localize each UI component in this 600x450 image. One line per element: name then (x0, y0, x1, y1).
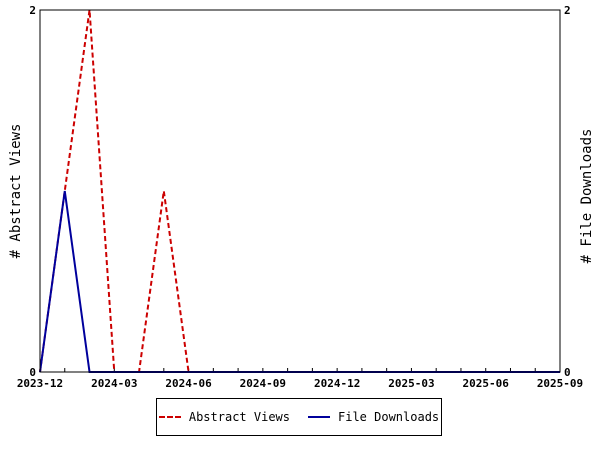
legend-item-abstract-views: Abstract Views (158, 410, 290, 424)
y-tick-label-right: 0 (564, 366, 571, 379)
y-tick-label-left: 0 (29, 366, 36, 379)
plot-frame (39, 9, 561, 373)
legend-swatch-file-downloads (308, 416, 330, 418)
x-tick-label: 2024-12 (314, 377, 360, 390)
x-tick-label: 2024-03 (91, 377, 137, 390)
x-tick-label: 2025-06 (463, 377, 510, 390)
legend: Abstract Views File Downloads (156, 398, 442, 436)
y-axis-title-right: # File Downloads (579, 129, 595, 264)
labels-layer: 2023-12 2024-03 2024-06 2024-09 2024-12 2025-… (17, 4, 583, 390)
x-tick-label: 2023-12 (17, 377, 63, 390)
x-tick-label: 2025-09 (537, 377, 583, 390)
legend-swatch-abstract-views (158, 416, 181, 418)
y-tick-label-right: 2 (564, 4, 571, 17)
x-tick-label: 2024-09 (240, 377, 286, 390)
series-line-file-downloads (39, 190, 560, 373)
y-axis-title-left: # Abstract Views (8, 124, 24, 259)
ticks-layer (39, 9, 561, 373)
legend-item-file-downloads: File Downloads (308, 410, 439, 424)
legend-label-file-downloads: File Downloads (338, 410, 440, 424)
y-tick-label-left: 2 (29, 4, 36, 17)
legend-label-abstract-views: Abstract Views (188, 410, 290, 424)
series-layer (39, 9, 560, 373)
series-line-abstract-views (39, 9, 560, 373)
x-tick-label: 2024-06 (165, 377, 212, 390)
x-tick-label: 2025-03 (388, 377, 434, 390)
